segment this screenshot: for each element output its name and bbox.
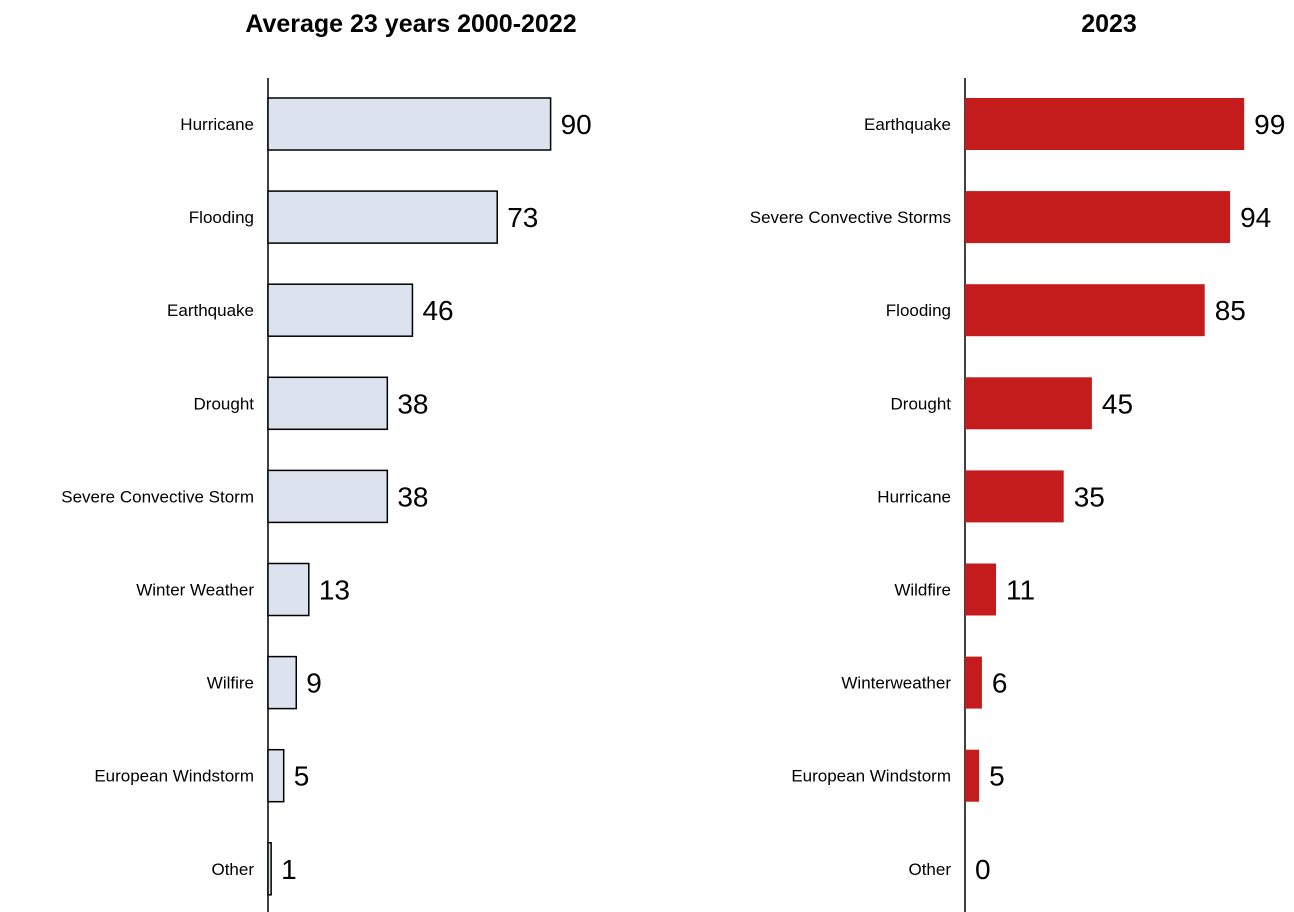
bar-earthquake [267, 283, 414, 337]
category-label-wilfire: Wilfire [207, 674, 254, 693]
category-label-severe-convective-storms: Severe Convective Storms [750, 208, 951, 227]
value-label-winterweather: 6 [992, 668, 1008, 699]
bar-other [267, 842, 272, 896]
value-label-other: 1 [281, 854, 297, 885]
bar-drought [267, 376, 389, 431]
bar-hurricane [267, 97, 552, 151]
category-label-drought: Drought [891, 394, 952, 413]
chart-panel-2023: 2023 Earthquake 99 Severe Convective Storm… [750, 10, 1285, 912]
category-label-earthquake: Earthquake [167, 301, 254, 320]
value-label-earthquake: 99 [1254, 109, 1285, 140]
bar-european-windstorm [267, 748, 285, 803]
bar-hurricane [965, 470, 1064, 523]
value-label-severe-convective-storm: 38 [397, 481, 428, 512]
value-label-wilfire: 9 [306, 668, 322, 699]
category-label-winterweather: Winterweather [841, 674, 951, 693]
category-label-hurricane: Hurricane [877, 487, 951, 506]
value-label-hurricane: 90 [561, 109, 592, 140]
category-label-severe-convective-storm: Severe Convective Storm [61, 487, 254, 506]
value-label-european-windstorm: 5 [989, 761, 1005, 792]
bar-wilfire [267, 655, 298, 710]
bar-drought [965, 377, 1092, 430]
value-label-other: 0 [975, 854, 991, 885]
chart-title-2023: 2023 [1081, 10, 1137, 38]
value-label-drought: 38 [397, 388, 428, 419]
category-label-winter-weather: Winter Weather [136, 581, 254, 600]
bar-severe-convective-storms [965, 191, 1231, 244]
value-label-european-windstorm: 5 [294, 761, 310, 792]
bar-flooding [965, 284, 1205, 337]
value-label-winter-weather: 13 [319, 575, 350, 606]
category-label-earthquake: Earthquake [864, 115, 951, 134]
bar-european-windstorm [965, 749, 980, 802]
category-label-other: Other [211, 860, 254, 879]
bar-flooding [267, 190, 498, 244]
value-label-drought: 45 [1102, 388, 1133, 419]
bar-severe-convective-storm [267, 469, 389, 524]
value-label-wildfire: 11 [1006, 575, 1035, 606]
category-label-flooding: Flooding [189, 208, 254, 227]
category-label-flooding: Flooding [886, 301, 951, 320]
bar-earthquake [965, 98, 1245, 150]
value-label-hurricane: 35 [1074, 481, 1105, 512]
category-label-european-windstorm: European Windstorm [94, 767, 254, 786]
value-label-severe-convective-storms: 94 [1240, 202, 1271, 233]
chart-title-average: Average 23 years 2000-2022 [245, 10, 576, 38]
category-label-hurricane: Hurricane [180, 115, 254, 134]
value-label-flooding: 85 [1215, 295, 1246, 326]
chart-panel-average: Average 23 years 2000-2022 Hurricane 90 Fl… [61, 10, 592, 912]
category-label-other: Other [908, 860, 951, 879]
category-label-wildfire: Wildfire [894, 581, 951, 600]
value-label-earthquake: 46 [422, 295, 453, 326]
value-label-flooding: 73 [507, 202, 538, 233]
category-label-drought: Drought [194, 394, 255, 413]
bar-wildfire [965, 563, 997, 616]
bar-winter-weather [267, 562, 310, 617]
category-label-european-windstorm: European Windstorm [791, 767, 951, 786]
bar-winterweather [965, 656, 982, 709]
